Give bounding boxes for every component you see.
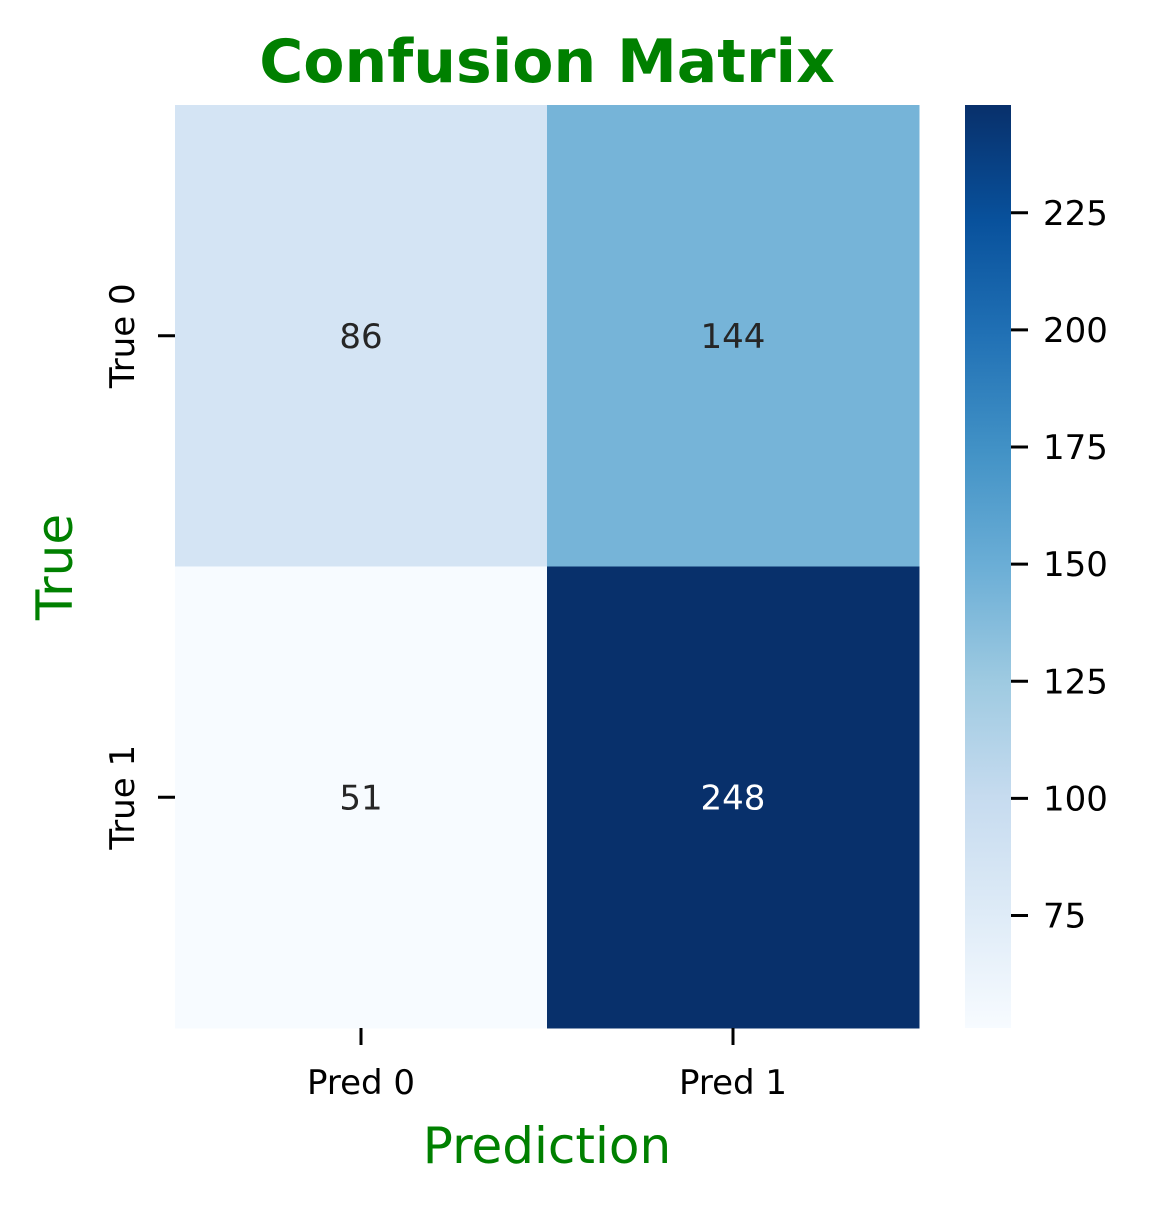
heatmap-cells: 86 144 51 248 — [175, 105, 920, 1029]
cell-value-r1-c0: 51 — [339, 778, 382, 818]
colorbar-tick-label-3: 150 — [1043, 545, 1108, 585]
heatmap-cell-r1-c0 — [175, 566, 548, 1029]
x-tick-label-1: Pred 1 — [679, 1063, 787, 1103]
y-tick-label-0: True 0 — [103, 283, 143, 389]
x-tick-label-0: Pred 0 — [307, 1063, 415, 1103]
colorbar-tick-label-6: 225 — [1043, 194, 1108, 234]
chart-title: Confusion Matrix — [259, 27, 835, 97]
colorbar-ticks: 75 100 125 150 175 200 225 — [1011, 194, 1108, 937]
colorbar — [965, 105, 1011, 1028]
colorbar-tick-label-5: 200 — [1043, 311, 1108, 351]
cell-value-r0-c1: 144 — [701, 317, 766, 357]
cell-value-r0-c0: 86 — [339, 317, 382, 357]
colorbar-tick-label-0: 75 — [1043, 897, 1086, 937]
heatmap-cell-r1-c1 — [547, 566, 920, 1029]
heatmap-cell-r0-c0 — [175, 105, 548, 567]
heatmap-cell-r0-c1 — [547, 105, 920, 567]
x-axis-label: Prediction — [423, 1117, 671, 1175]
colorbar-tick-label-2: 125 — [1043, 662, 1108, 702]
y-axis-ticks: True 0 True 1 — [103, 283, 175, 851]
y-axis-label: True — [26, 514, 84, 621]
colorbar-tick-label-4: 175 — [1043, 428, 1108, 468]
x-axis-ticks: Pred 0 Pred 1 — [307, 1028, 787, 1103]
colorbar-tick-label-1: 100 — [1043, 779, 1108, 819]
cell-value-r1-c1: 248 — [701, 778, 766, 818]
y-tick-label-1: True 1 — [103, 745, 143, 851]
